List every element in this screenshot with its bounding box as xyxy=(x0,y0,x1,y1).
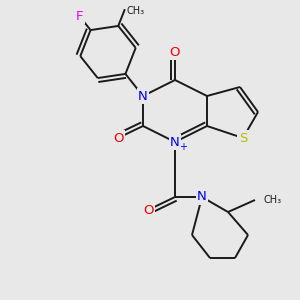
Text: N: N xyxy=(197,190,207,203)
Text: S: S xyxy=(239,131,247,145)
Text: O: O xyxy=(143,203,153,217)
Text: CH₃: CH₃ xyxy=(127,6,145,16)
Text: N: N xyxy=(170,136,180,148)
Text: CH₃: CH₃ xyxy=(263,195,281,205)
Text: F: F xyxy=(76,10,83,22)
Text: N: N xyxy=(138,89,148,103)
Text: +: + xyxy=(179,142,187,152)
Text: O: O xyxy=(113,131,123,145)
Text: O: O xyxy=(170,46,180,59)
